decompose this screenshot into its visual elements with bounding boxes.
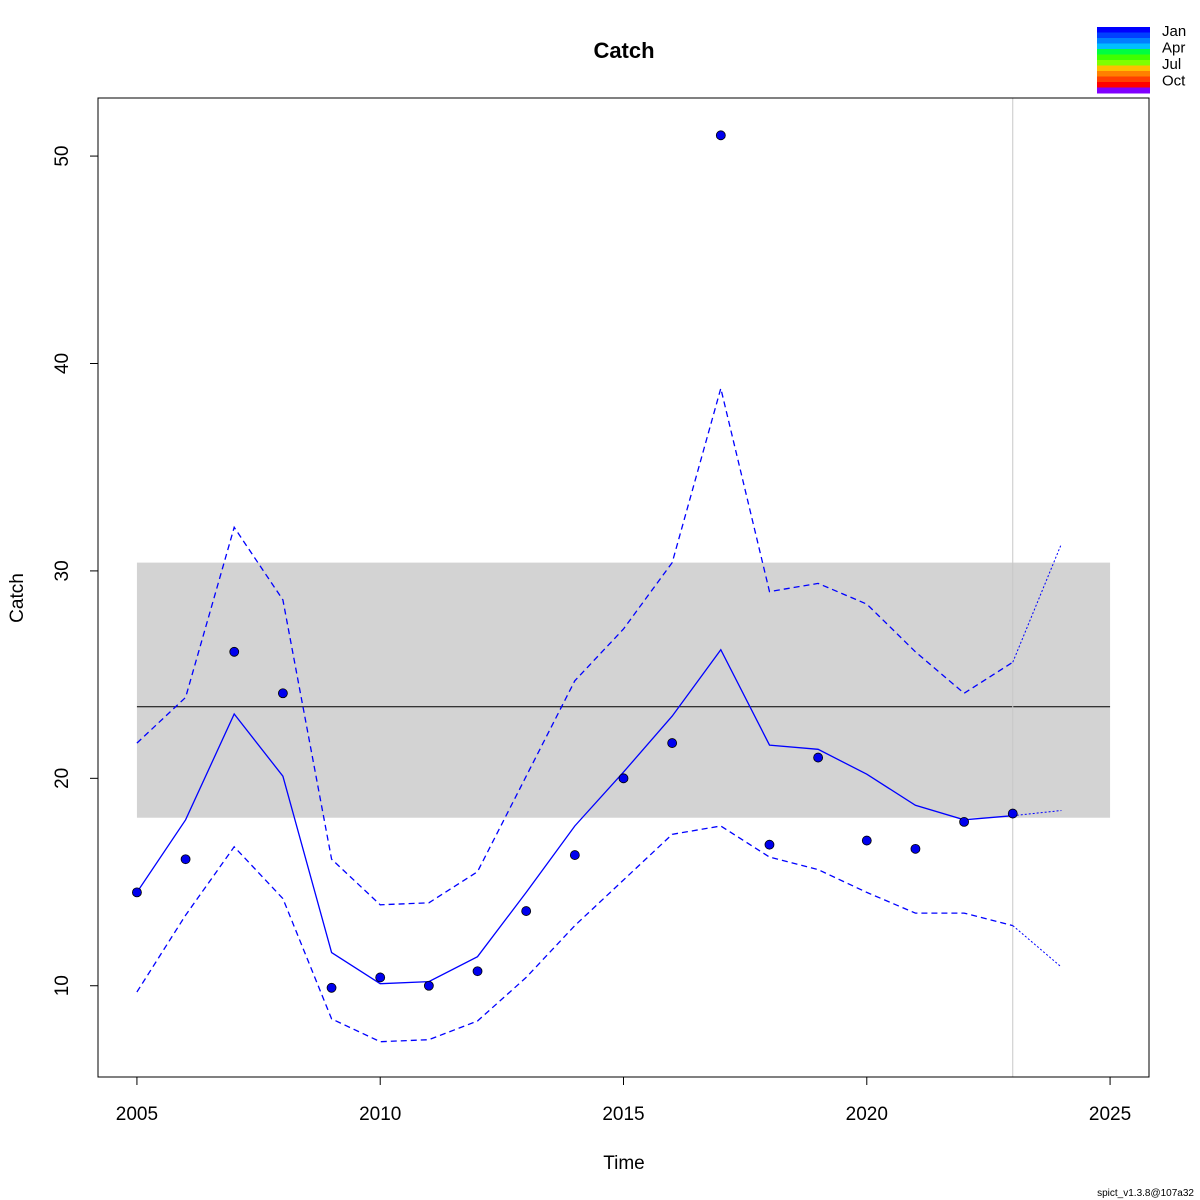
y-tick-label: 40: [52, 353, 73, 374]
series-line-solid-0: [136, 648, 1013, 985]
y-tick-label: 30: [52, 560, 73, 581]
observed-point: [618, 773, 629, 784]
y-axis: 10 20 30 40 50: [52, 146, 99, 996]
observed-point: [326, 982, 337, 993]
observed-point: [667, 738, 678, 748]
series-line-dotted-4: [1012, 543, 1062, 663]
x-tick-label: 2010: [359, 1104, 401, 1125]
y-axis-label: Catch: [7, 573, 28, 623]
plot-area: [132, 98, 1111, 1077]
legend-color-swatch: [1097, 60, 1150, 66]
legend-color-swatch: [1097, 27, 1150, 33]
legend-color-swatch: [1097, 65, 1150, 72]
legend-color-swatch: [1097, 38, 1150, 44]
legend-color-swatch: [1097, 32, 1150, 39]
observed-point: [764, 839, 775, 850]
x-tick-label: 2015: [602, 1104, 644, 1125]
series-line-dotted-5: [1012, 925, 1062, 968]
legend-label: Oct: [1162, 73, 1186, 90]
x-axis-label: Time: [603, 1153, 645, 1174]
observed-point: [229, 646, 240, 657]
legend-color-swatch: [1097, 49, 1150, 55]
x-tick-label: 2020: [846, 1104, 888, 1125]
chart-title: Catch: [593, 38, 654, 63]
legend-color-swatch: [1097, 76, 1150, 83]
y-tick-label: 20: [52, 768, 73, 789]
observed-point: [715, 130, 726, 141]
x-axis: 2005 2010 2015 2020 2025: [116, 1076, 1131, 1125]
y-tick-label: 10: [52, 975, 73, 996]
version-footer: spict_v1.3.8@107a32: [1097, 1188, 1194, 1199]
observed-point: [959, 816, 970, 827]
legend-color-swatch: [1097, 87, 1150, 94]
observed-point: [813, 752, 824, 763]
observed-point: [861, 835, 872, 846]
observed-point: [569, 850, 580, 860]
y-tick-label: 50: [52, 146, 73, 167]
observed-point: [910, 843, 921, 854]
legend-label: Jul: [1162, 56, 1181, 73]
observed-point: [132, 887, 142, 898]
legend-color-swatch: [1097, 71, 1150, 77]
series-line-dotted-3: [1012, 810, 1062, 817]
observed-point: [180, 854, 191, 865]
series-line-dashed-2: [136, 825, 1013, 1043]
x-tick-label: 2005: [116, 1104, 158, 1125]
legend-label: Jan: [1162, 23, 1186, 40]
observed-point: [375, 972, 386, 983]
observed-point: [277, 688, 288, 699]
observed-point: [472, 966, 483, 977]
legend-label: Apr: [1162, 40, 1185, 57]
legend-color-swatch: [1097, 54, 1150, 61]
x-tick-label: 2025: [1089, 1104, 1131, 1125]
legend-color-swatch: [1097, 82, 1150, 88]
observed-point: [1007, 808, 1018, 819]
observed-point: [521, 906, 532, 916]
legend-color-swatch: [1097, 43, 1150, 50]
observed-point: [423, 980, 434, 991]
series-line-dashed-1: [136, 385, 1014, 906]
